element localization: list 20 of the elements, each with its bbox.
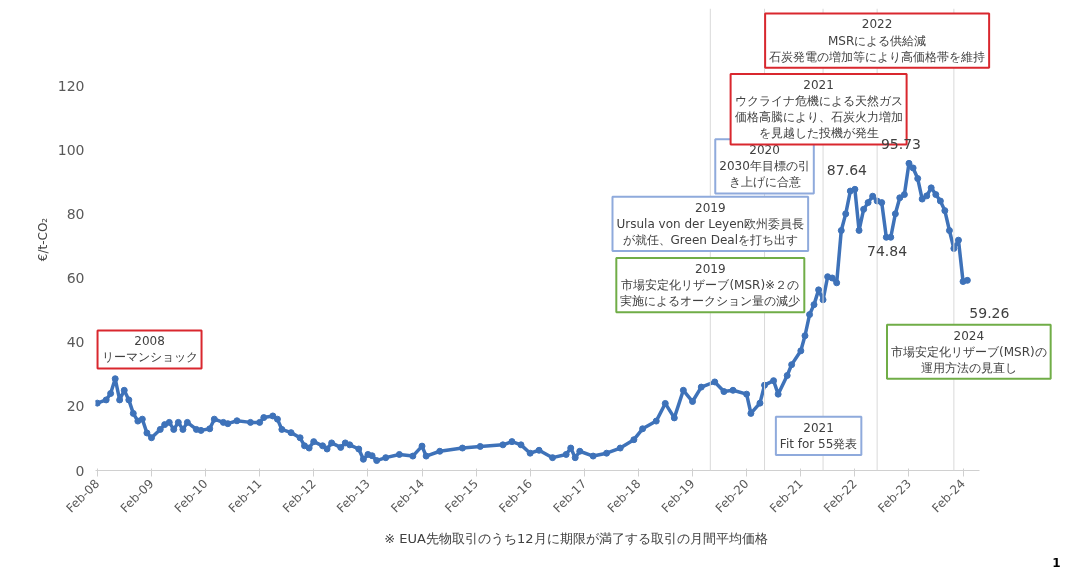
text: ※ EUA先物取引のうち12月に期限が満了する取引の月間平均価格 <box>384 530 768 546</box>
data-label: 74.84 <box>867 243 908 260</box>
annotation: 2019 Ursula von der Leyen欧州委員長が就任、Green Dealを打ち出す <box>616 200 805 247</box>
annotation: 2019 市場安定化リザーブ(MSR)※２の実施によるオークション量の減少 <box>620 261 801 309</box>
annotation: 2022 MSRによる供給減石炭発電の増加等により高価格帯を維持 <box>769 17 986 64</box>
y-tick-label: 20 <box>66 398 85 415</box>
y-tick-label: 80 <box>66 205 85 222</box>
y-tick-label: 100 <box>57 141 85 158</box>
annotation: 2021 Fit for 55発表 <box>779 420 858 451</box>
annotation: 2020 2030年目標の引き上げに合意 <box>719 143 810 190</box>
y-tick-label: 0 <box>75 462 85 479</box>
annotation: 2008 リーマンショック <box>101 334 198 365</box>
y-tick-label: 40 <box>66 334 85 351</box>
y-tick-label: 60 <box>66 270 85 286</box>
y-axis-title: €/t-CO₂ <box>35 217 50 262</box>
annotation: 2024 市場安定化リザーブ(MSR)の運用方法の見直し <box>890 328 1047 375</box>
data-label: 87.64 <box>826 162 868 179</box>
y-tick-label: 120 <box>57 77 85 94</box>
data-label: 59.26 <box>969 305 1010 322</box>
text: 1 <box>1052 555 1061 570</box>
